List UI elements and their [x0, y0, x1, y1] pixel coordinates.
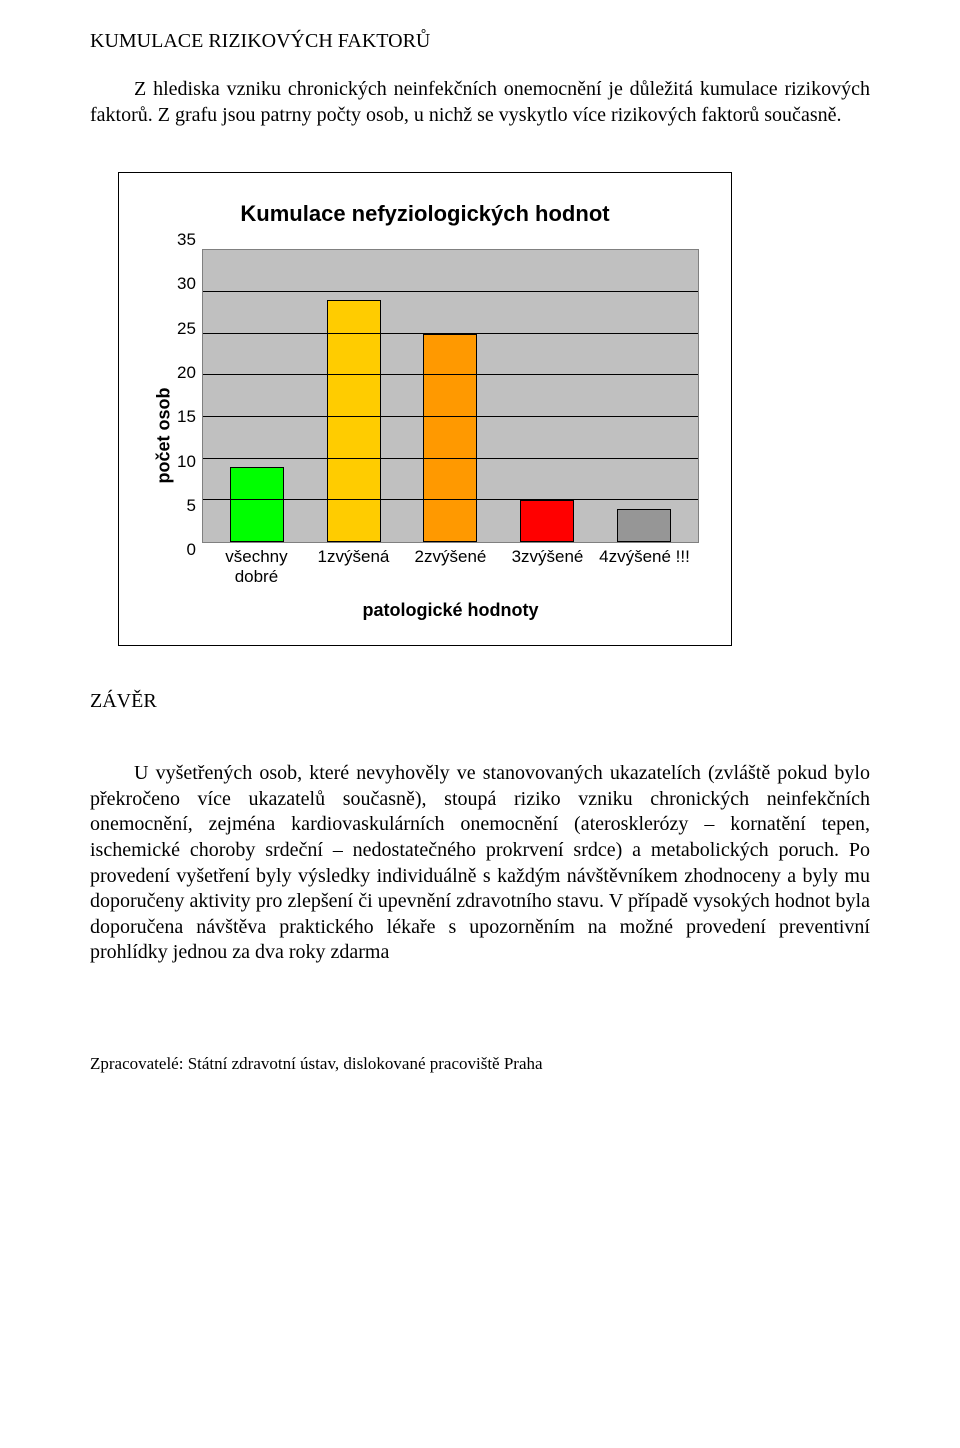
gridline: [203, 458, 698, 459]
footer-text: Zpracovatelé: Státní zdravotní ústav, di…: [90, 1054, 870, 1074]
x-axis-ticks: všechny dobré1zvýšená2zvýšené3zvýšené4zv…: [202, 543, 699, 586]
bar-slot: [499, 250, 596, 542]
plot-area: [202, 249, 699, 543]
xtick-label: 2zvýšené: [402, 547, 499, 586]
xtick-label: 3zvýšené: [499, 547, 596, 586]
gridline: [203, 333, 698, 334]
bar-slot: [306, 250, 403, 542]
bar: [230, 467, 284, 542]
bar-slot: [595, 250, 692, 542]
y-axis-ticks: 35 30 25 20 15 10 5 0: [177, 240, 202, 550]
page: KUMULACE RIZIKOVÝCH FAKTORŮ Z hlediska v…: [0, 0, 960, 1104]
conclusion-paragraph: U vyšetřených osob, které nevyhověly ve …: [90, 761, 870, 966]
bar: [327, 300, 381, 542]
xtick-label: všechny dobré: [208, 547, 305, 586]
bar: [520, 500, 574, 542]
y-axis-label: počet osob: [154, 387, 175, 483]
plot-wrap: všechny dobré1zvýšená2zvýšené3zvýšené4zv…: [202, 249, 699, 621]
bar: [617, 509, 671, 542]
gridline: [203, 374, 698, 375]
bars-layer: [203, 250, 698, 542]
intro-paragraph: Z hlediska vzniku chronických neinfekční…: [90, 77, 870, 128]
chart-title: Kumulace nefyziologických hodnot: [151, 201, 699, 227]
y-axis-label-cell: počet osob: [151, 249, 177, 621]
section-heading: KUMULACE RIZIKOVÝCH FAKTORŮ: [90, 30, 870, 53]
chart-container: Kumulace nefyziologických hodnot počet o…: [118, 172, 732, 646]
gridline: [203, 499, 698, 500]
gridline: [203, 416, 698, 417]
xtick-label: 4zvýšené !!!: [596, 547, 693, 586]
conclusion-heading: ZÁVĚR: [90, 690, 870, 713]
x-axis-label: patologické hodnoty: [202, 600, 699, 621]
chart-body: počet osob 35 30 25 20 15 10 5 0 všechny…: [151, 249, 699, 621]
bar-slot: [209, 250, 306, 542]
gridline: [203, 291, 698, 292]
xtick-label: 1zvýšená: [305, 547, 402, 586]
bar: [423, 334, 477, 543]
bar-slot: [402, 250, 499, 542]
